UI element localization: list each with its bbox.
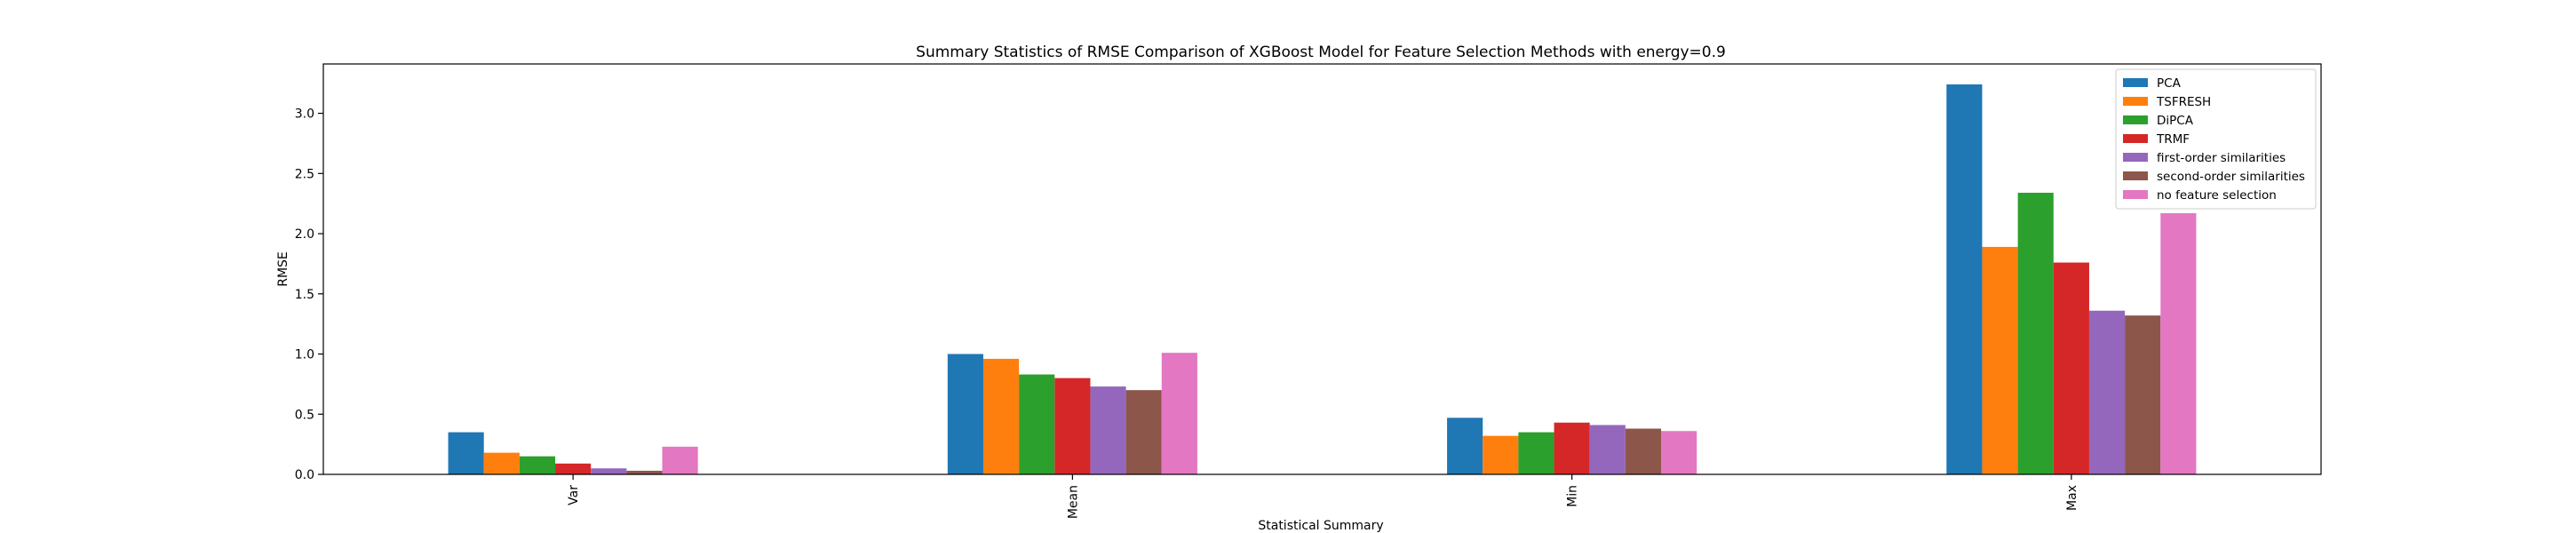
bar-var-no-feature-selection (662, 446, 698, 474)
y-tick-label: 2.5 (295, 167, 314, 181)
y-tick-label: 1.5 (295, 288, 314, 302)
legend-swatch (2123, 134, 2148, 143)
bar-max-second-order-similarities (2125, 315, 2161, 474)
bar-mean-first-order-similarities (1090, 386, 1126, 474)
x-tick-label: Min (1566, 485, 1580, 507)
legend-label: second-order similarities (2157, 170, 2305, 184)
legend-swatch (2123, 78, 2148, 87)
x-tick-label: Var (567, 485, 581, 505)
bar-mean-tsfresh (982, 358, 1020, 474)
bar-mean-trmf (1054, 378, 1091, 474)
legend-swatch (2123, 171, 2148, 180)
bar-max-trmf (2053, 262, 2089, 474)
legend: PCA TSFRESH DiPCA TRMF first-order similarit… (2115, 68, 2317, 210)
x-tick-label: Mean (1066, 485, 1080, 519)
axes-frame (322, 63, 2322, 475)
y-tick-label: 0.5 (295, 408, 314, 422)
legend-label: first-order similarities (2157, 151, 2286, 165)
bar-max-pca (1946, 84, 1983, 474)
bar-min-dipca (1518, 432, 1554, 474)
legend-swatch (2123, 115, 2148, 124)
y-tick-label: 1.0 (295, 348, 314, 362)
bar-mean-dipca (1019, 374, 1055, 474)
y-axis-label: RMSE (276, 251, 290, 287)
legend-swatch (2123, 153, 2148, 162)
bar-min-pca (1447, 418, 1483, 474)
legend-label: no feature selection (2157, 188, 2277, 203)
legend-label: TRMF (2156, 132, 2190, 147)
bar-min-second-order-similarities (1625, 428, 1662, 474)
bar-min-first-order-similarities (1589, 425, 1626, 474)
bar-min-no-feature-selection (1661, 431, 1697, 474)
y-tick-label: 2.0 (295, 227, 314, 242)
bar-mean-pca (947, 354, 983, 474)
bar-mean-second-order-similarities (1125, 390, 1162, 474)
bar-var-first-order-similarities (591, 468, 627, 474)
bar-mean-no-feature-selection (1161, 353, 1197, 474)
y-tick-label: 3.0 (295, 107, 314, 122)
bar-max-dipca (2017, 192, 2054, 474)
bar-min-trmf (1554, 422, 1590, 474)
y-tick-label: 0.0 (295, 468, 314, 482)
bar-var-dipca (519, 456, 556, 474)
legend-swatch (2123, 97, 2148, 106)
legend-box (2115, 68, 2317, 210)
bar-max-no-feature-selection (2160, 213, 2197, 474)
chart-title: Summary Statistics of RMSE Comparison of… (916, 44, 1726, 61)
bar-var-pca (448, 432, 484, 474)
legend-label: TSFRESH (2156, 95, 2211, 109)
x-tick-label: Max (2065, 485, 2079, 511)
bar-max-first-order-similarities (2088, 310, 2126, 474)
plot-area: 0.0 0.5 1.0 1.5 2.0 2.5 3.0 Var Mean Min Max (295, 84, 2197, 519)
bar-var-trmf (555, 463, 592, 474)
bar-min-tsfresh (1483, 435, 1519, 474)
legend-label: PCA (2157, 76, 2182, 91)
bar-var-tsfresh (483, 452, 520, 474)
bar-max-tsfresh (1982, 246, 2018, 474)
x-axis-label: Statistical Summary (1258, 519, 1383, 533)
bar-var-second-order-similarities (626, 470, 663, 474)
legend-swatch (2123, 190, 2148, 199)
legend-label: DiPCA (2157, 114, 2194, 128)
